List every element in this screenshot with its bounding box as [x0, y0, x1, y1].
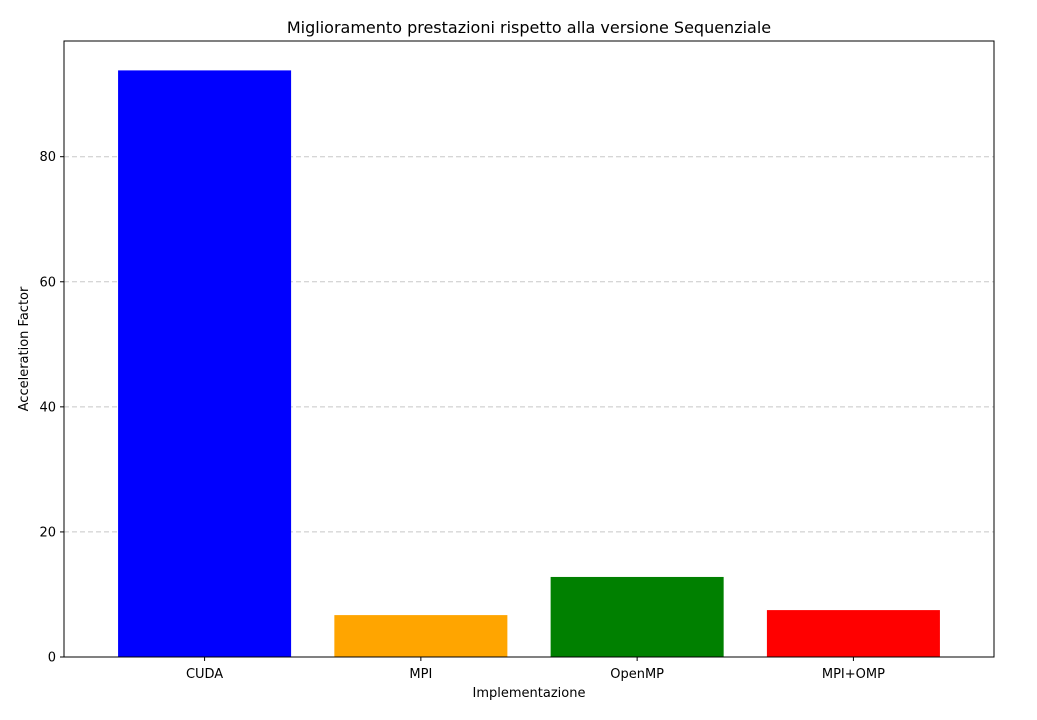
bar-mpi: [334, 615, 508, 657]
x-tick-label: OpenMP: [610, 667, 664, 682]
bar-cuda: [118, 70, 292, 658]
y-tick-label: 40: [39, 400, 56, 415]
bars: [118, 70, 940, 658]
plot-frame: [63, 40, 995, 658]
x-tick-label: MPI+OMP: [822, 667, 885, 682]
y-tick-label: 0: [48, 651, 56, 666]
x-tick-label: CUDA: [186, 667, 223, 682]
bar-mpi-omp: [766, 610, 940, 657]
x-tick-label: MPI: [409, 667, 432, 682]
y-tick-label: 80: [39, 150, 56, 165]
y-tick-label: 20: [39, 525, 56, 540]
chart-title: Miglioramento prestazioni rispetto alla …: [287, 18, 771, 37]
axes: 0 20 40 60 80 CUDA MPI OpenMP MPI+OMP: [39, 150, 885, 682]
bar-openmp: [550, 576, 724, 657]
y-tick-label: 60: [39, 275, 56, 290]
x-axis-label: Implementazione: [473, 686, 586, 701]
y-axis-label: Acceleration Factor: [17, 286, 32, 411]
